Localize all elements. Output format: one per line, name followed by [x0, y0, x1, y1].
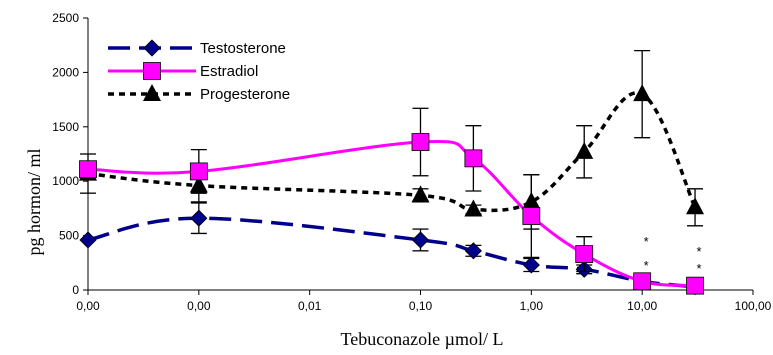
legend-marker	[143, 39, 161, 57]
significance-marker-3: *	[697, 261, 702, 276]
y-tick-label-2: 1000	[52, 174, 79, 188]
y-axis-title: pg hormon/ ml	[24, 149, 44, 256]
significance-marker-2: *	[697, 244, 702, 259]
x-tick-label-6: 100,00	[735, 299, 772, 313]
x-tick-label-0: 0,00	[76, 299, 100, 313]
y-tick-label-3: 1500	[52, 120, 79, 134]
estradiol-point-5	[575, 245, 594, 263]
significance-marker-1: *	[644, 258, 649, 273]
series-progesterone	[79, 49, 705, 230]
x-tick-label-2: 0,01	[298, 299, 322, 313]
legend-item-estradiol: Estradiol	[108, 62, 258, 80]
estradiol-point-2	[411, 133, 430, 151]
legend-marker	[143, 62, 161, 80]
y-tick-label-0: 0	[72, 283, 79, 297]
estradiol-point-0	[79, 160, 97, 179]
legend-marker	[143, 84, 161, 101]
significance-marker-0: *	[644, 234, 649, 249]
estradiol-point-3	[464, 149, 483, 168]
testosterone-point-0	[79, 231, 97, 249]
testosterone-point-3	[464, 242, 482, 260]
series-testosterone	[79, 202, 704, 296]
progesterone-line	[87, 91, 697, 213]
estradiol-point-7	[686, 276, 704, 295]
progesterone-point-7	[686, 197, 705, 215]
testosterone-point-1	[190, 209, 208, 227]
testosterone-point-2	[411, 231, 430, 249]
legend-label: Testosterone	[200, 40, 286, 57]
progesterone-point-2	[411, 185, 430, 203]
x-tick-label-4: 1,00	[520, 299, 544, 313]
y-tick-label-4: 2000	[52, 65, 79, 79]
x-tick-label-1: 0,00	[187, 299, 211, 313]
legend-label: Progesterone	[200, 86, 290, 103]
estradiol-point-6	[633, 272, 652, 291]
annotations: * * * *	[644, 234, 702, 276]
progesterone-point-3	[464, 199, 483, 217]
legend-item-progesterone: Progesterone	[108, 84, 290, 103]
testosterone-point-4	[522, 256, 540, 274]
y-tick-label-1: 500	[59, 229, 79, 243]
series-estradiol	[79, 107, 704, 295]
series-layer	[79, 49, 705, 296]
testosterone-line	[87, 216, 696, 289]
x-tick-label-3: 0,10	[409, 299, 433, 313]
axes: 0 500 1000 1500 2000 2500 0,00 0,00 0,01 0,10 1,00…	[52, 11, 771, 313]
legend-label: Estradiol	[200, 63, 258, 80]
estradiol-line	[87, 140, 696, 288]
estradiol-point-4	[522, 207, 541, 225]
y-tick-label-5: 2500	[52, 11, 79, 25]
x-axis-title: Tebuconazole µmol/ L	[340, 329, 503, 349]
progesterone-point-6	[633, 84, 652, 102]
legend-item-testosterone: Testosterone	[108, 39, 286, 57]
x-tick-label-5: 10,00	[627, 299, 657, 313]
legend: Testosterone Estradiol Progesterone	[108, 39, 290, 103]
estradiol-point-1	[189, 162, 208, 181]
progesterone-point-5	[575, 141, 594, 159]
